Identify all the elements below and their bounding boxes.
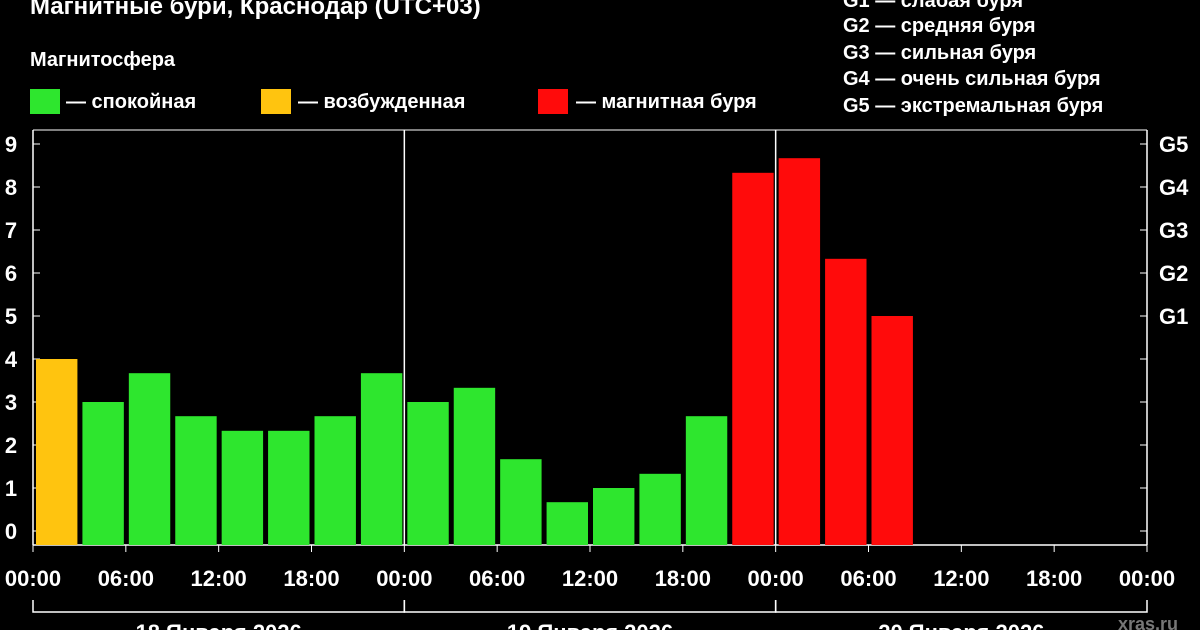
storm-level-g4: G4 — очень сильная буря xyxy=(843,68,1101,90)
bar xyxy=(407,402,449,545)
bar xyxy=(221,430,264,545)
watermark: xras.ru xyxy=(1118,614,1178,630)
bar xyxy=(546,502,588,545)
day-bracket xyxy=(774,600,1148,613)
y-right-tick-label: G1 xyxy=(1159,304,1188,329)
day-label: 18 Января 2026 xyxy=(136,620,302,630)
y-tick-label: 5 xyxy=(5,304,17,329)
bar xyxy=(825,258,867,545)
y-right-tick-label: G3 xyxy=(1159,218,1188,243)
storm-level-g2: G2 — средняя буря xyxy=(843,15,1036,37)
plot-area: 0 1 2 3 4 5 6 7 8 9 G1 G2 G3 G4 G5 00:00 06:00 12:00 18:00… xyxy=(5,129,1189,630)
bar xyxy=(778,158,821,545)
day-label: 19 Января 2026 xyxy=(507,620,673,630)
bar xyxy=(128,373,171,545)
y-right-tick-label: G2 xyxy=(1159,261,1188,286)
bar xyxy=(593,488,635,545)
x-tick-label: 00:00 xyxy=(1119,566,1175,591)
bar xyxy=(685,416,728,545)
x-tick-label: 06:00 xyxy=(469,566,525,591)
bar xyxy=(268,430,310,545)
bar xyxy=(82,402,124,545)
legend-label-quiet: — спокойная xyxy=(66,91,196,113)
y-tick-label: 3 xyxy=(5,390,17,415)
x-tick-label: 12:00 xyxy=(562,566,618,591)
y-right-tick-label: G5 xyxy=(1159,132,1188,157)
bar xyxy=(639,473,681,545)
x-tick-label: 06:00 xyxy=(98,566,154,591)
storm-level-g3: G3 — сильная буря xyxy=(843,42,1036,64)
x-tick-label: 18:00 xyxy=(1026,566,1082,591)
y-tick-label: 2 xyxy=(5,433,17,458)
legend-swatch-quiet xyxy=(30,89,60,114)
x-tick-label: 00:00 xyxy=(5,566,61,591)
y-tick-label: 9 xyxy=(5,132,17,157)
bar xyxy=(36,359,78,545)
bar xyxy=(175,416,217,545)
legend-swatch-storm xyxy=(538,89,568,114)
day-label: 20 Января 2026 xyxy=(878,620,1044,630)
legend-title: Магнитосфера xyxy=(30,49,176,71)
x-tick-label: 12:00 xyxy=(933,566,989,591)
bar xyxy=(732,172,774,545)
y-tick-label: 4 xyxy=(5,347,18,372)
x-tick-label: 06:00 xyxy=(840,566,896,591)
legend-swatch-excited xyxy=(261,89,291,114)
y-tick-label: 6 xyxy=(5,261,17,286)
x-tick-label: 18:00 xyxy=(283,566,339,591)
y-tick-label: 8 xyxy=(5,175,17,200)
x-tick-label: 00:00 xyxy=(376,566,432,591)
day-bracket xyxy=(32,600,406,613)
bar xyxy=(453,387,496,545)
storm-level-g1: G1 — слабая буря xyxy=(843,0,1023,12)
day-bracket xyxy=(403,600,777,613)
bar xyxy=(314,416,356,545)
legend: — спокойная — возбужденная — магнитная б… xyxy=(30,89,757,114)
x-tick-label: 00:00 xyxy=(748,566,804,591)
storm-level-list: G1 — слабая буря G2 — средняя буря G3 — … xyxy=(843,0,1103,117)
bar xyxy=(500,459,542,545)
legend-label-storm: — магнитная буря xyxy=(576,91,757,113)
bar xyxy=(360,373,403,545)
x-tick-label: 12:00 xyxy=(191,566,247,591)
legend-label-excited: — возбужденная xyxy=(298,91,465,113)
bar xyxy=(871,316,913,545)
x-tick-label: 18:00 xyxy=(655,566,711,591)
chart-title: Магнитные бури, Краснодар (UTC+03) xyxy=(30,0,481,20)
y-tick-label: 7 xyxy=(5,218,17,243)
y-tick-label: 0 xyxy=(5,519,17,544)
storm-level-g5: G5 — экстремальная буря xyxy=(843,95,1103,117)
y-right-tick-label: G4 xyxy=(1159,175,1189,200)
y-tick-label: 1 xyxy=(5,476,17,501)
